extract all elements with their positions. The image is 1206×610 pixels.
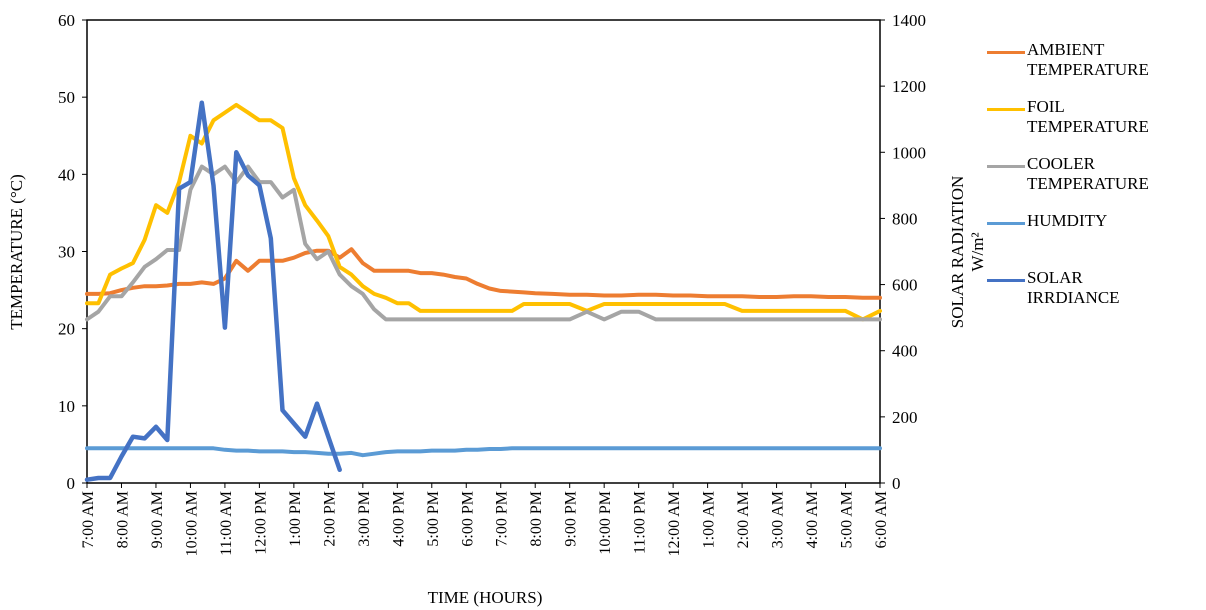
series-line-cooler-temperature	[85, 164, 882, 322]
legend-swatch	[987, 222, 1025, 225]
x-tick-label: 5:00 AM	[839, 491, 856, 548]
x-tick-label: 3:00 PM	[356, 491, 373, 547]
legend-swatch	[987, 51, 1025, 54]
legend-label: FOIL TEMPERATURE	[1027, 97, 1149, 136]
y2-tick-label: 400	[892, 342, 918, 361]
x-tick-label: 7:00 PM	[494, 491, 511, 547]
y2-tick-label: 1400	[892, 11, 926, 30]
y-tick-label: 30	[58, 243, 75, 262]
x-tick-label: 6:00 AM	[873, 491, 890, 548]
legend-item-foil-temperature: FOIL TEMPERATURE	[987, 97, 1202, 137]
y-tick-label: 60	[58, 11, 75, 30]
y2-tick-label: 600	[892, 276, 918, 295]
x-tick-label: 9:00 AM	[149, 491, 166, 548]
plot-axes: 010203040506002004006008001000120014007:…	[58, 11, 926, 556]
legend-item-solar-irrdiance: SOLAR IRRDIANCE	[987, 268, 1202, 308]
y2-tick-label: 1200	[892, 77, 926, 96]
axis-labels: TIME (HOURS) TEMPERATURE (°C) SOLAR RADI…	[7, 174, 987, 607]
y-axis-title: TEMPERATURE (°C)	[7, 174, 26, 330]
x-tick-label: 1:00 AM	[701, 491, 718, 548]
legend-item-cooler-temperature: COOLER TEMPERATURE	[987, 154, 1202, 194]
x-tick-label: 4:00 PM	[390, 491, 407, 547]
y-tick-label: 20	[58, 320, 75, 339]
legend-swatch	[987, 108, 1025, 111]
plot-frame	[86, 19, 881, 484]
series-line-foil-temperature	[85, 102, 882, 322]
x-tick-label: 6:00 PM	[459, 491, 476, 547]
legend-item-ambient-temperature: AMBIENT TEMPERATURE	[987, 40, 1202, 80]
x-tick-label: 5:00 PM	[425, 491, 442, 547]
y-tick-label: 40	[58, 165, 75, 184]
legend-label: HUMDITY	[1027, 211, 1108, 230]
x-tick-label: 2:00 PM	[321, 491, 338, 547]
legend-swatch	[987, 165, 1025, 168]
y-tick-label: 0	[67, 474, 76, 493]
y-tick-label: 10	[58, 397, 75, 416]
x-tick-label: 7:00 AM	[80, 491, 97, 548]
series-line-ambient-temperature	[85, 247, 882, 300]
x-tick-label: 10:00 PM	[597, 491, 614, 555]
y2-tick-label: 1000	[892, 143, 926, 162]
x-tick-label: 1:00 PM	[287, 491, 304, 547]
y2-tick-label: 800	[892, 209, 918, 228]
x-tick-label: 12:00 PM	[252, 491, 269, 555]
series-line-humdity	[85, 446, 882, 458]
x-tick-label: 8:00 PM	[528, 491, 545, 547]
y2-axis-unit: W/m²	[968, 232, 987, 271]
y2-tick-label: 200	[892, 408, 918, 427]
legend-label: COOLER TEMPERATURE	[1027, 154, 1149, 193]
legend-label: AMBIENT TEMPERATURE	[1027, 40, 1149, 79]
x-tick-label: 10:00 AM	[183, 491, 200, 556]
x-tick-label: 3:00 AM	[770, 491, 787, 548]
chart-legend: AMBIENT TEMPERATURE FOIL TEMPERATURE COOLE…	[987, 40, 1202, 325]
x-axis-title: TIME (HOURS)	[428, 588, 543, 607]
x-tick-label: 11:00 AM	[218, 491, 235, 556]
x-tick-label: 12:00 AM	[666, 491, 683, 556]
x-tick-label: 9:00 PM	[563, 491, 580, 547]
y2-axis-title: SOLAR RADIATION	[948, 176, 967, 329]
x-tick-label: 2:00 AM	[735, 491, 752, 548]
x-tick-label: 8:00 AM	[114, 491, 131, 548]
x-tick-label: 11:00 PM	[632, 491, 649, 554]
y-tick-label: 50	[58, 88, 75, 107]
legend-swatch	[987, 279, 1025, 282]
x-tick-label: 4:00 AM	[804, 491, 821, 548]
legend-label: SOLAR IRRDIANCE	[1027, 268, 1120, 307]
y2-tick-label: 0	[892, 474, 901, 493]
legend-item-humdity: HUMDITY	[987, 211, 1202, 251]
series-line-solar-irrdiance	[84, 100, 342, 482]
series-lines	[84, 100, 882, 482]
